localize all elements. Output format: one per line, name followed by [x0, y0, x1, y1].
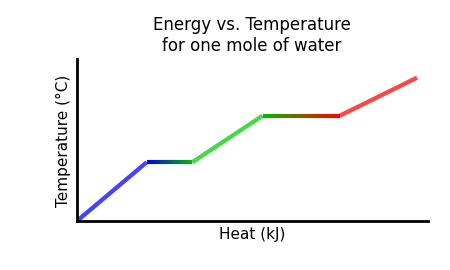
Title: Energy vs. Temperature
for one mole of water: Energy vs. Temperature for one mole of w…	[153, 16, 351, 55]
Y-axis label: Temperature (°C): Temperature (°C)	[56, 74, 71, 207]
X-axis label: Heat (kJ): Heat (kJ)	[219, 227, 285, 242]
